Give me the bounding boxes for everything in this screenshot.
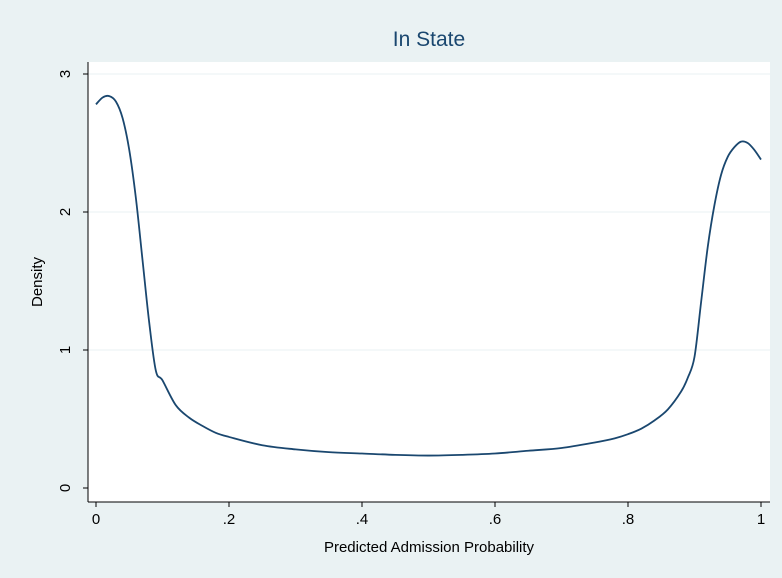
axes: 0 1 2 3 0 .2 .4 .6 .8 1 [57,62,770,528]
chart-title: In State [393,28,465,51]
x-axis-label: Predicted Admission Probability [324,539,535,556]
plot-area [88,62,770,502]
x-tick-label-0: 0 [92,511,100,528]
x-tick-label-5: 1 [757,511,765,528]
gridlines [88,73,770,351]
x-tick-label-3: .6 [489,511,502,528]
y-tick-label-3: 3 [57,70,74,78]
y-tick-label-1: 1 [57,346,74,354]
y-tick-label-2: 2 [57,208,74,216]
x-tick-label-1: .2 [223,511,236,528]
y-tick-label-0: 0 [57,484,74,492]
x-tick-label-2: .4 [356,511,369,528]
series-marks [95,94,762,457]
x-tick-label-4: .8 [622,511,635,528]
series-line-0 [95,94,762,457]
y-axis-label: Density [29,256,46,307]
